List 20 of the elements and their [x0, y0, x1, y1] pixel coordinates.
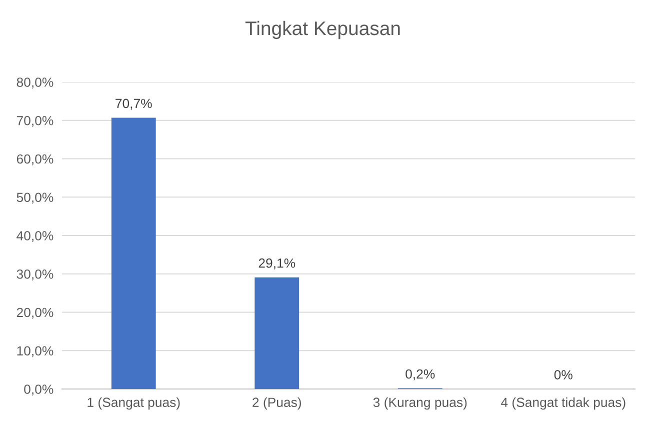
y-tick-label: 0,0% — [24, 384, 54, 396]
x-tick-label: 2 (Puas) — [252, 397, 301, 410]
y-tick-label: 80,0% — [16, 78, 54, 88]
data-label: 70,7% — [116, 98, 152, 110]
y-tick-label: 30,0% — [16, 269, 54, 280]
chart-title: Tingkat Kepuasan — [245, 20, 400, 40]
x-tick-label: 4 (Sangat tidak puas) — [500, 397, 626, 410]
y-tick-label: 20,0% — [16, 308, 54, 319]
x-tick-label: 1 (Sangat puas) — [88, 397, 180, 410]
data-label: 0,2% — [406, 369, 435, 380]
data-label: 29,1% — [258, 258, 296, 270]
bar — [111, 118, 156, 389]
y-tick-label: 40,0% — [16, 231, 54, 242]
bar — [254, 277, 300, 389]
y-tick-label: 60,0% — [16, 154, 54, 166]
y-tick-label: 10,0% — [17, 346, 54, 358]
y-tick-label: 50,0% — [16, 192, 54, 204]
y-tick-label: 70,0% — [16, 116, 54, 127]
data-label: 0% — [554, 370, 572, 380]
x-tick-label: 3 (Kurang puas) — [373, 397, 467, 410]
